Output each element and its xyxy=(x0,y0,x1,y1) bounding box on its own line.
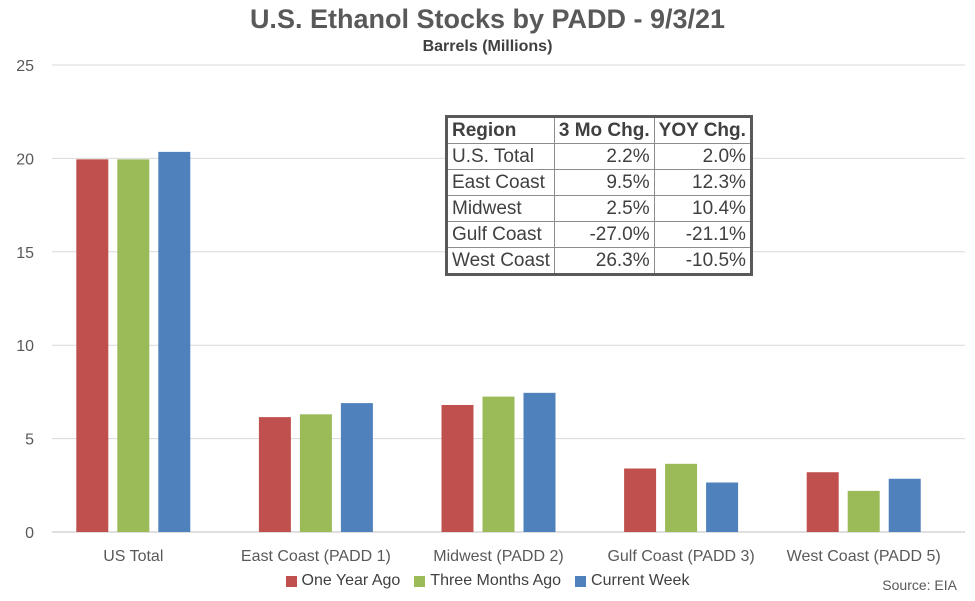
bar xyxy=(888,478,921,532)
table-header-yoy: YOY Chg. xyxy=(653,116,752,144)
chart-subtitle: Barrels (Millions) xyxy=(422,38,553,55)
table-cell-yoy: -21.1% xyxy=(653,221,752,248)
bar xyxy=(806,472,839,532)
legend-label: Three Months Ago xyxy=(430,572,562,589)
table-row: Midwest 2.5% 10.4% xyxy=(446,195,752,222)
legend-item-three-months-ago: Three Months Ago xyxy=(414,572,561,590)
bar xyxy=(76,159,109,533)
x-tick-label: East Coast (PADD 1) xyxy=(241,548,391,565)
table-cell-3mo: 2.5% xyxy=(553,195,655,222)
table-cell-3mo: 9.5% xyxy=(553,169,655,196)
legend-label: Current Week xyxy=(591,572,690,589)
legend-swatch xyxy=(414,575,426,587)
legend-swatch xyxy=(285,575,297,587)
chart-title: U.S. Ethanol Stocks by PADD - 9/3/21 xyxy=(249,4,726,34)
x-tick-label: Midwest (PADD 2) xyxy=(433,548,563,565)
table-cell-3mo: -27.0% xyxy=(553,221,655,248)
legend-swatch xyxy=(575,575,587,587)
y-tick-label: 0 xyxy=(25,525,34,542)
table-cell-region: U.S. Total xyxy=(446,143,555,170)
table-cell-3mo: 2.2% xyxy=(553,143,655,170)
legend-label: One Year Ago xyxy=(301,572,401,589)
source-note: Source: EIA xyxy=(882,577,957,593)
bar xyxy=(340,403,373,532)
table-cell-yoy: 2.0% xyxy=(653,143,752,170)
y-tick-label: 15 xyxy=(16,245,34,262)
bar xyxy=(158,151,191,532)
table-cell-3mo: 26.3% xyxy=(553,247,655,275)
bar xyxy=(706,482,739,532)
table-row: East Coast 9.5% 12.3% xyxy=(446,169,752,196)
x-tick-label: West Coast (PADD 5) xyxy=(787,548,941,565)
table-cell-region: Gulf Coast xyxy=(446,221,555,248)
table-cell-yoy: 12.3% xyxy=(653,169,752,196)
y-tick-label: 20 xyxy=(16,151,34,168)
bar xyxy=(117,159,150,533)
table-cell-region: East Coast xyxy=(446,169,555,196)
table-row: U.S. Total 2.2% 2.0% xyxy=(446,143,752,170)
bar xyxy=(258,417,291,532)
bar xyxy=(441,404,474,532)
table-cell-yoy: 10.4% xyxy=(653,195,752,222)
y-tick-label: 5 xyxy=(25,432,34,449)
table-cell-yoy: -10.5% xyxy=(653,247,752,275)
table-row: West Coast 26.3% -10.5% xyxy=(446,247,752,275)
bar xyxy=(482,396,515,532)
table-cell-region: West Coast xyxy=(446,247,555,275)
y-tick-label: 10 xyxy=(16,338,34,355)
bar xyxy=(665,463,698,532)
legend-item-one-year-ago: One Year Ago xyxy=(285,572,401,590)
bar xyxy=(847,490,880,532)
y-tick-label: 25 xyxy=(16,58,34,75)
table-cell-region: Midwest xyxy=(446,195,555,222)
bar xyxy=(299,414,332,532)
bar xyxy=(523,392,556,532)
table-header-row: Region 3 Mo Chg. YOY Chg. xyxy=(446,116,752,144)
chart-legend: One Year Ago Three Months Ago Current We… xyxy=(0,572,975,590)
x-tick-label: Gulf Coast (PADD 3) xyxy=(607,548,754,565)
change-summary-table: Region 3 Mo Chg. YOY Chg. U.S. Total 2.2… xyxy=(445,115,753,276)
bar xyxy=(624,468,657,532)
legend-item-current-week: Current Week xyxy=(575,572,689,590)
table-row: Gulf Coast -27.0% -21.1% xyxy=(446,221,752,248)
x-tick-label: US Total xyxy=(103,548,163,565)
table-header-3mo: 3 Mo Chg. xyxy=(553,116,655,144)
table-header-region: Region xyxy=(446,116,555,144)
